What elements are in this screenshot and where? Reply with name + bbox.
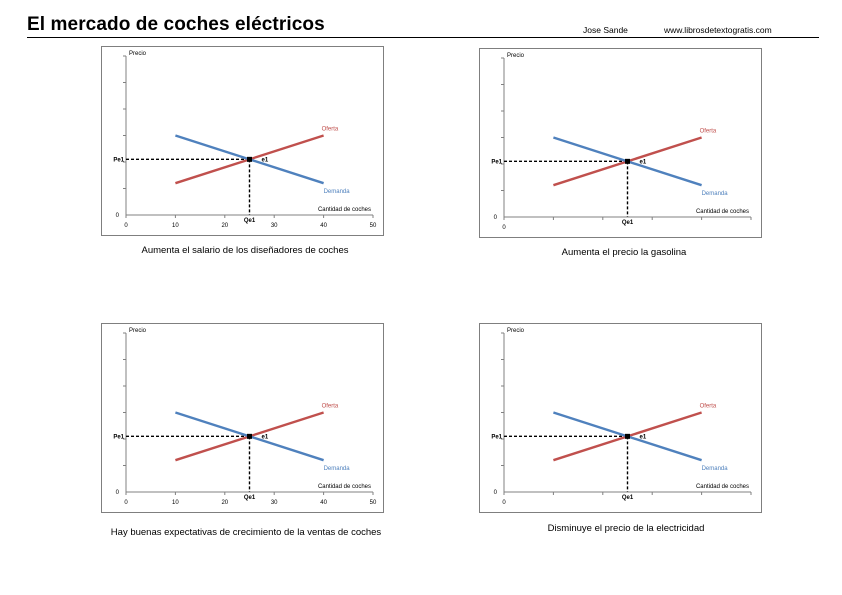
header-divider — [27, 37, 819, 38]
supply-label: Oferta — [322, 404, 339, 410]
chart-4-svg: Precio Cantidad de coches 00 Oferta Demanda e… — [491, 328, 752, 506]
quantity-equilibrium-label: Qe1 — [244, 495, 256, 501]
x-tick-label: 50 — [370, 223, 377, 229]
x-tick-label: 40 — [320, 500, 327, 506]
website-url: www.librosdetextogratis.com — [664, 25, 772, 35]
chart-1-caption: Aumenta el salario de los diseñadores de… — [141, 245, 349, 256]
demand-label: Demanda — [702, 191, 729, 197]
equilibrium-point — [625, 433, 630, 439]
x-axis-label: Cantidad de coches — [318, 484, 371, 490]
chart-3-svg: Precio Cantidad de coches 00 10 20 30 40 50 Ofer… — [113, 328, 377, 506]
demand-label: Demanda — [702, 466, 729, 472]
x-tick-label: 10 — [172, 223, 179, 229]
chart-2-caption: Aumenta el precio la gasolina — [561, 247, 687, 258]
price-equilibrium-label: Pe1 — [491, 159, 502, 165]
chart-4-caption: Disminuye el precio de la electricidad — [547, 523, 705, 534]
chart-panel-1: Precio Cantidad de coches 0 0 10 20 30 40 50 Ofer… — [101, 46, 384, 236]
y-zero-label: 0 — [494, 490, 498, 496]
x-tick-label: 10 — [172, 500, 179, 506]
supply-label: Oferta — [700, 129, 717, 135]
x-zero-label: 0 — [502, 500, 506, 506]
demand-label: Demanda — [324, 466, 351, 472]
author-name: Jose Sande — [583, 25, 628, 35]
equilibrium-label: e1 — [262, 434, 269, 440]
equilibrium-label: e1 — [640, 159, 647, 165]
page-title: El mercado de coches eléctricos — [27, 14, 325, 35]
y-axis-label: Precio — [129, 51, 147, 57]
x-axis-label: Cantidad de coches — [696, 209, 749, 215]
y-zero-label: 0 — [116, 490, 120, 496]
quantity-equilibrium-label: Qe1 — [622, 495, 634, 501]
y-axis-label: Precio — [507, 328, 525, 334]
x-tick-label: 0 — [124, 223, 128, 229]
quantity-equilibrium-label: Qe1 — [622, 220, 634, 226]
y-axis-label: Precio — [129, 328, 147, 334]
chart-panel-2: Precio Cantidad de coches 0 0 Oferta Demanda e… — [479, 48, 762, 238]
chart-panel-3: Precio Cantidad de coches 0 0 10 20 30 40 50 Ofer… — [101, 323, 384, 513]
x-tick-label: 20 — [221, 223, 228, 229]
x-tick-label: 30 — [271, 223, 278, 229]
supply-label: Oferta — [700, 404, 717, 410]
demand-label: Demanda — [324, 189, 351, 195]
price-equilibrium-label: Pe1 — [113, 434, 124, 440]
x-tick-label: 30 — [271, 500, 278, 506]
y-axis-label: Precio — [507, 53, 525, 59]
equilibrium-point — [625, 158, 630, 164]
x-axis-label: Cantidad de coches — [318, 207, 371, 213]
price-equilibrium-label: Pe1 — [491, 434, 502, 440]
chart-3-caption: Hay buenas expectativas de crecimiento d… — [110, 527, 382, 538]
x-tick-label: 20 — [221, 500, 228, 506]
x-zero-label: 0 — [502, 225, 506, 231]
chart-panel-4: Precio Cantidad de coches 0 0 Oferta Demanda e… — [479, 323, 762, 513]
x-tick-label: 40 — [320, 223, 327, 229]
price-equilibrium-label: Pe1 — [113, 157, 124, 163]
x-axis-label: Cantidad de coches — [696, 484, 749, 490]
supply-label: Oferta — [322, 127, 339, 133]
quantity-equilibrium-label: Qe1 — [244, 218, 256, 224]
y-zero-label: 0 — [494, 215, 498, 221]
equilibrium-label: e1 — [640, 434, 647, 440]
equilibrium-label: e1 — [262, 157, 269, 163]
x-tick-label: 0 — [124, 500, 128, 506]
y-zero-label: 0 — [116, 213, 120, 219]
equilibrium-point — [247, 433, 252, 439]
x-tick-label: 50 — [370, 500, 377, 506]
chart-1-svg: Precio Cantidad de coches 00 10 20 30 40 50 Ofer… — [113, 51, 377, 229]
equilibrium-point — [247, 156, 252, 162]
chart-2-svg: Precio Cantidad de coches 00 Oferta Demanda e… — [491, 53, 752, 231]
